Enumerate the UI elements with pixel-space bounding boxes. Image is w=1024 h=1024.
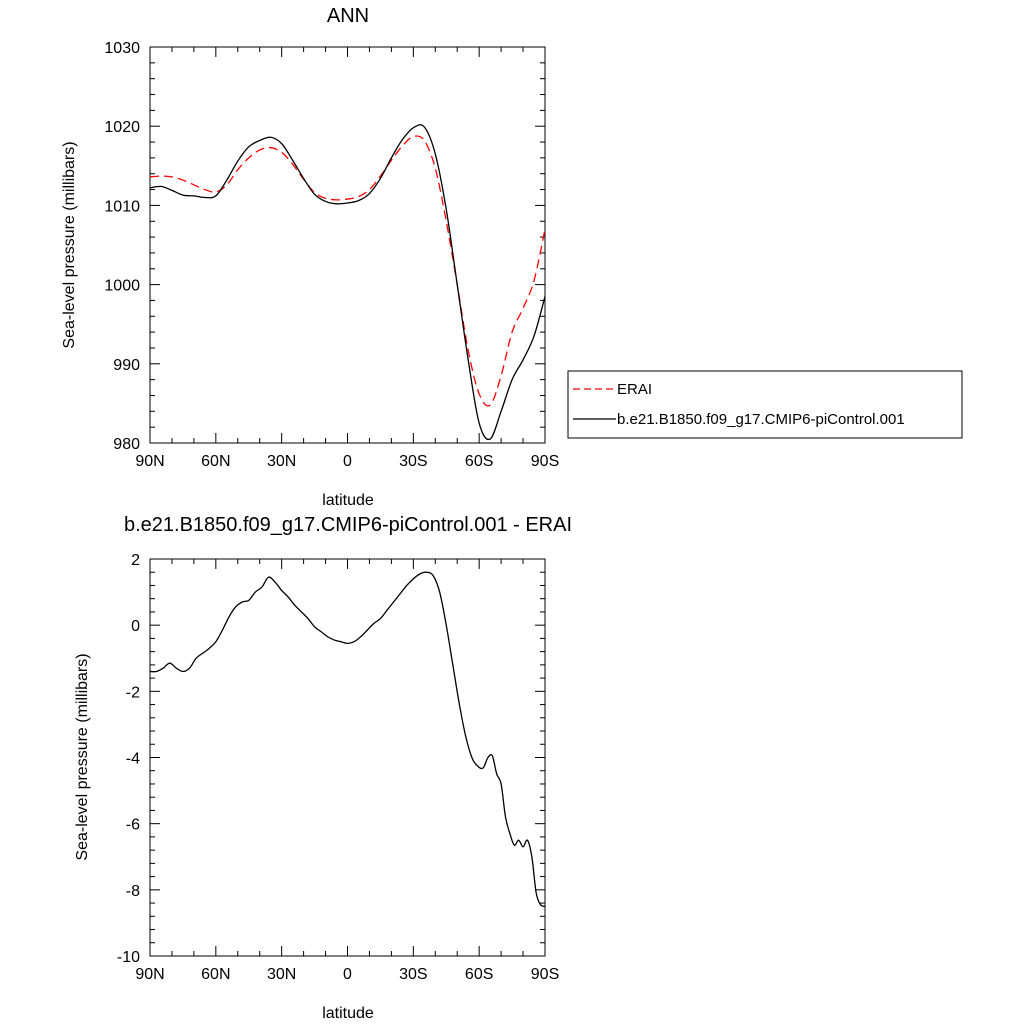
series-line-0 (149, 135, 546, 407)
axis-ticks: 90N 60N 30N 0 30S 60S 90S -10 -8 -6 -4 -2 0 2 (117, 552, 559, 983)
axis-ticks: 90N 60N 30N 0 30S 60S 90S 980 990 1000 1010 1020 103… (104, 40, 559, 470)
x-tick-label: 0 (343, 966, 352, 983)
legend-box (567, 370, 963, 439)
top-chart-panel: ANN 90N 60N 30N 0 30S 60S 90S 980 990 1000 1010 102… (61, 5, 559, 509)
x-tick-label: 60N (201, 966, 230, 983)
series-layer (149, 571, 546, 908)
x-tick-label: 30N (267, 453, 296, 470)
plot-frame (149, 558, 546, 957)
y-tick-label: -8 (126, 883, 140, 900)
x-axis-label: latitude (322, 492, 374, 509)
x-tick-label: 60N (201, 453, 230, 470)
y-tick-label: 990 (113, 357, 140, 374)
y-tick-label: 1030 (104, 40, 140, 57)
x-tick-label: 30N (267, 966, 296, 983)
legend-label-erai: ERAI (617, 381, 652, 398)
series-line-0 (149, 571, 546, 908)
y-tick-label: 1000 (104, 278, 140, 295)
x-tick-label: 90S (531, 453, 559, 470)
legend-label-model: b.e21.B1850.f09_g17.CMIP6-piControl.001 (617, 411, 905, 428)
y-tick-label: 1020 (104, 119, 140, 136)
y-axis-label: Sea-level pressure (millibars) (74, 653, 91, 860)
y-tick-label: -4 (126, 751, 140, 768)
series-line-1 (149, 124, 546, 441)
x-tick-label: 90N (135, 453, 164, 470)
y-tick-label: 980 (113, 436, 140, 453)
y-tick-label: 0 (131, 618, 140, 635)
y-tick-label: 2 (131, 552, 140, 569)
y-tick-label: 1010 (104, 198, 140, 215)
plot-frame (149, 46, 546, 444)
bottom-chart-panel: b.e21.B1850.f09_g17.CMIP6-piControl.001 … (74, 514, 572, 1022)
y-axis-label: Sea-level pressure (millibars) (61, 141, 78, 348)
y-tick-label: -2 (126, 684, 140, 701)
legend: ERAI b.e21.B1850.f09_g17.CMIP6-piControl… (567, 370, 963, 439)
x-tick-label: 30S (399, 966, 427, 983)
x-tick-label: 30S (399, 453, 427, 470)
x-tick-label: 90N (135, 966, 164, 983)
y-tick-label: -6 (126, 817, 140, 834)
x-tick-label: 60S (465, 453, 493, 470)
chart-title: ANN (327, 5, 369, 27)
series-layer (149, 124, 546, 441)
x-axis-label: latitude (322, 1005, 374, 1022)
x-tick-label: 90S (531, 966, 559, 983)
chart-title: b.e21.B1850.f09_g17.CMIP6-piControl.001 … (124, 514, 572, 536)
x-tick-label: 60S (465, 966, 493, 983)
x-tick-label: 0 (343, 453, 352, 470)
y-tick-label: -10 (117, 949, 140, 966)
